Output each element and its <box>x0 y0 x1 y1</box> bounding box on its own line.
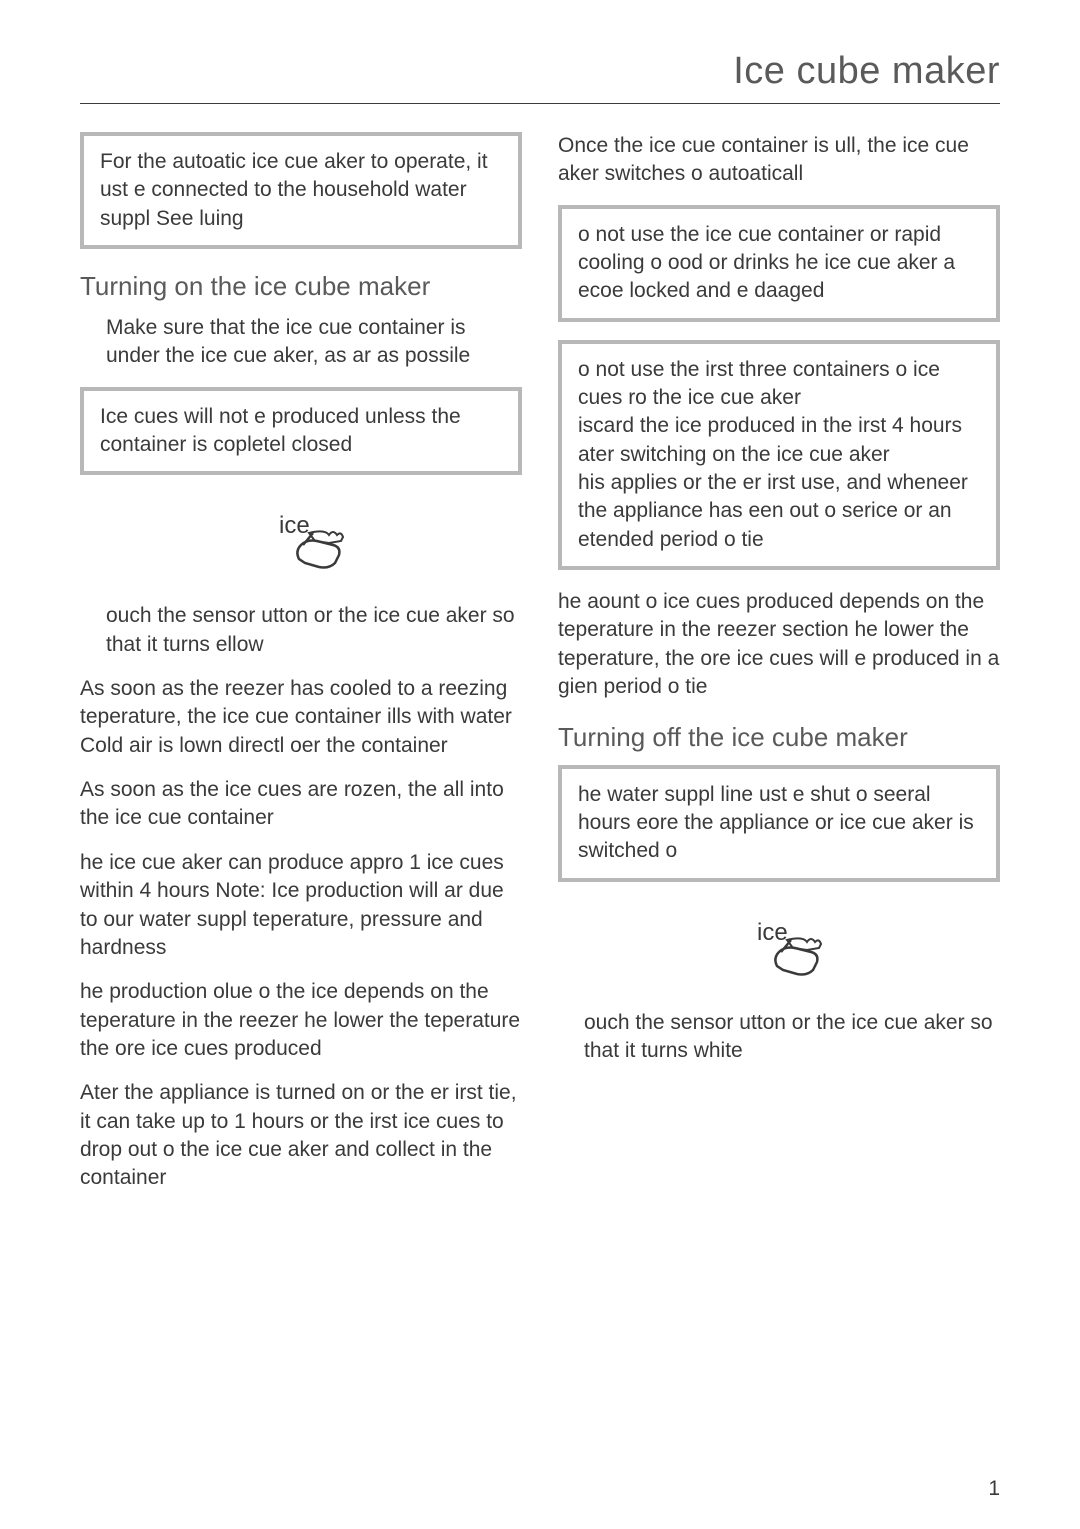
ice-label-off: ice <box>757 919 788 946</box>
para-production-rate: he ice cue aker can produce appro 1 ice … <box>80 849 522 962</box>
ice-icon-row-off: ice <box>558 918 1000 993</box>
para-first-time: Ater the appliance is turned on or the e… <box>80 1079 522 1192</box>
heading-turning-on: Turning on the ice cube maker <box>80 271 522 302</box>
content-columns: For the autoatic ice cue aker to operate… <box>80 132 1000 1209</box>
ice-touch-icon: ice <box>251 511 351 586</box>
callout-no-rapid-cooling: o not use the ice cue container or rapid… <box>558 205 1000 322</box>
step-touch-sensor-on: ouch the sensor utton or the ice cue ake… <box>80 602 522 659</box>
ice-label: ice <box>279 512 310 539</box>
ice-touch-icon-off: ice <box>729 918 829 993</box>
callout-container-closed: Ice cues will not e produced unless the … <box>80 387 522 476</box>
para-freezer-cooled: As soon as the reezer has cooled to a re… <box>80 675 522 760</box>
right-column: Once the ice cue container is ull, the i… <box>558 132 1000 1209</box>
para-container-full: Once the ice cue container is ull, the i… <box>558 132 1000 189</box>
para-production-volume: he production olue o the ice depends on … <box>80 978 522 1063</box>
step-touch-sensor-off: ouch the sensor utton or the ice cue ake… <box>558 1009 1000 1066</box>
left-column: For the autoatic ice cue aker to operate… <box>80 132 522 1209</box>
step-container-position: Make sure that the ice cue container is … <box>80 314 522 371</box>
page-title: Ice cube maker <box>80 50 1000 93</box>
para-amount-produced: he aount o ice cues produced depends on … <box>558 588 1000 701</box>
callout-discard-first: o not use the irst three containers o ic… <box>558 340 1000 570</box>
para-ice-frozen: As soon as the ice cues are rozen, the a… <box>80 776 522 833</box>
callout-water-supply: For the autoatic ice cue aker to operate… <box>80 132 522 249</box>
page-number: 1 <box>988 1477 1000 1501</box>
title-rule <box>80 103 1000 104</box>
ice-icon-row: ice <box>80 511 522 586</box>
callout-shut-water: he water suppl line ust e shut o seeral … <box>558 765 1000 882</box>
heading-turning-off: Turning off the ice cube maker <box>558 722 1000 753</box>
